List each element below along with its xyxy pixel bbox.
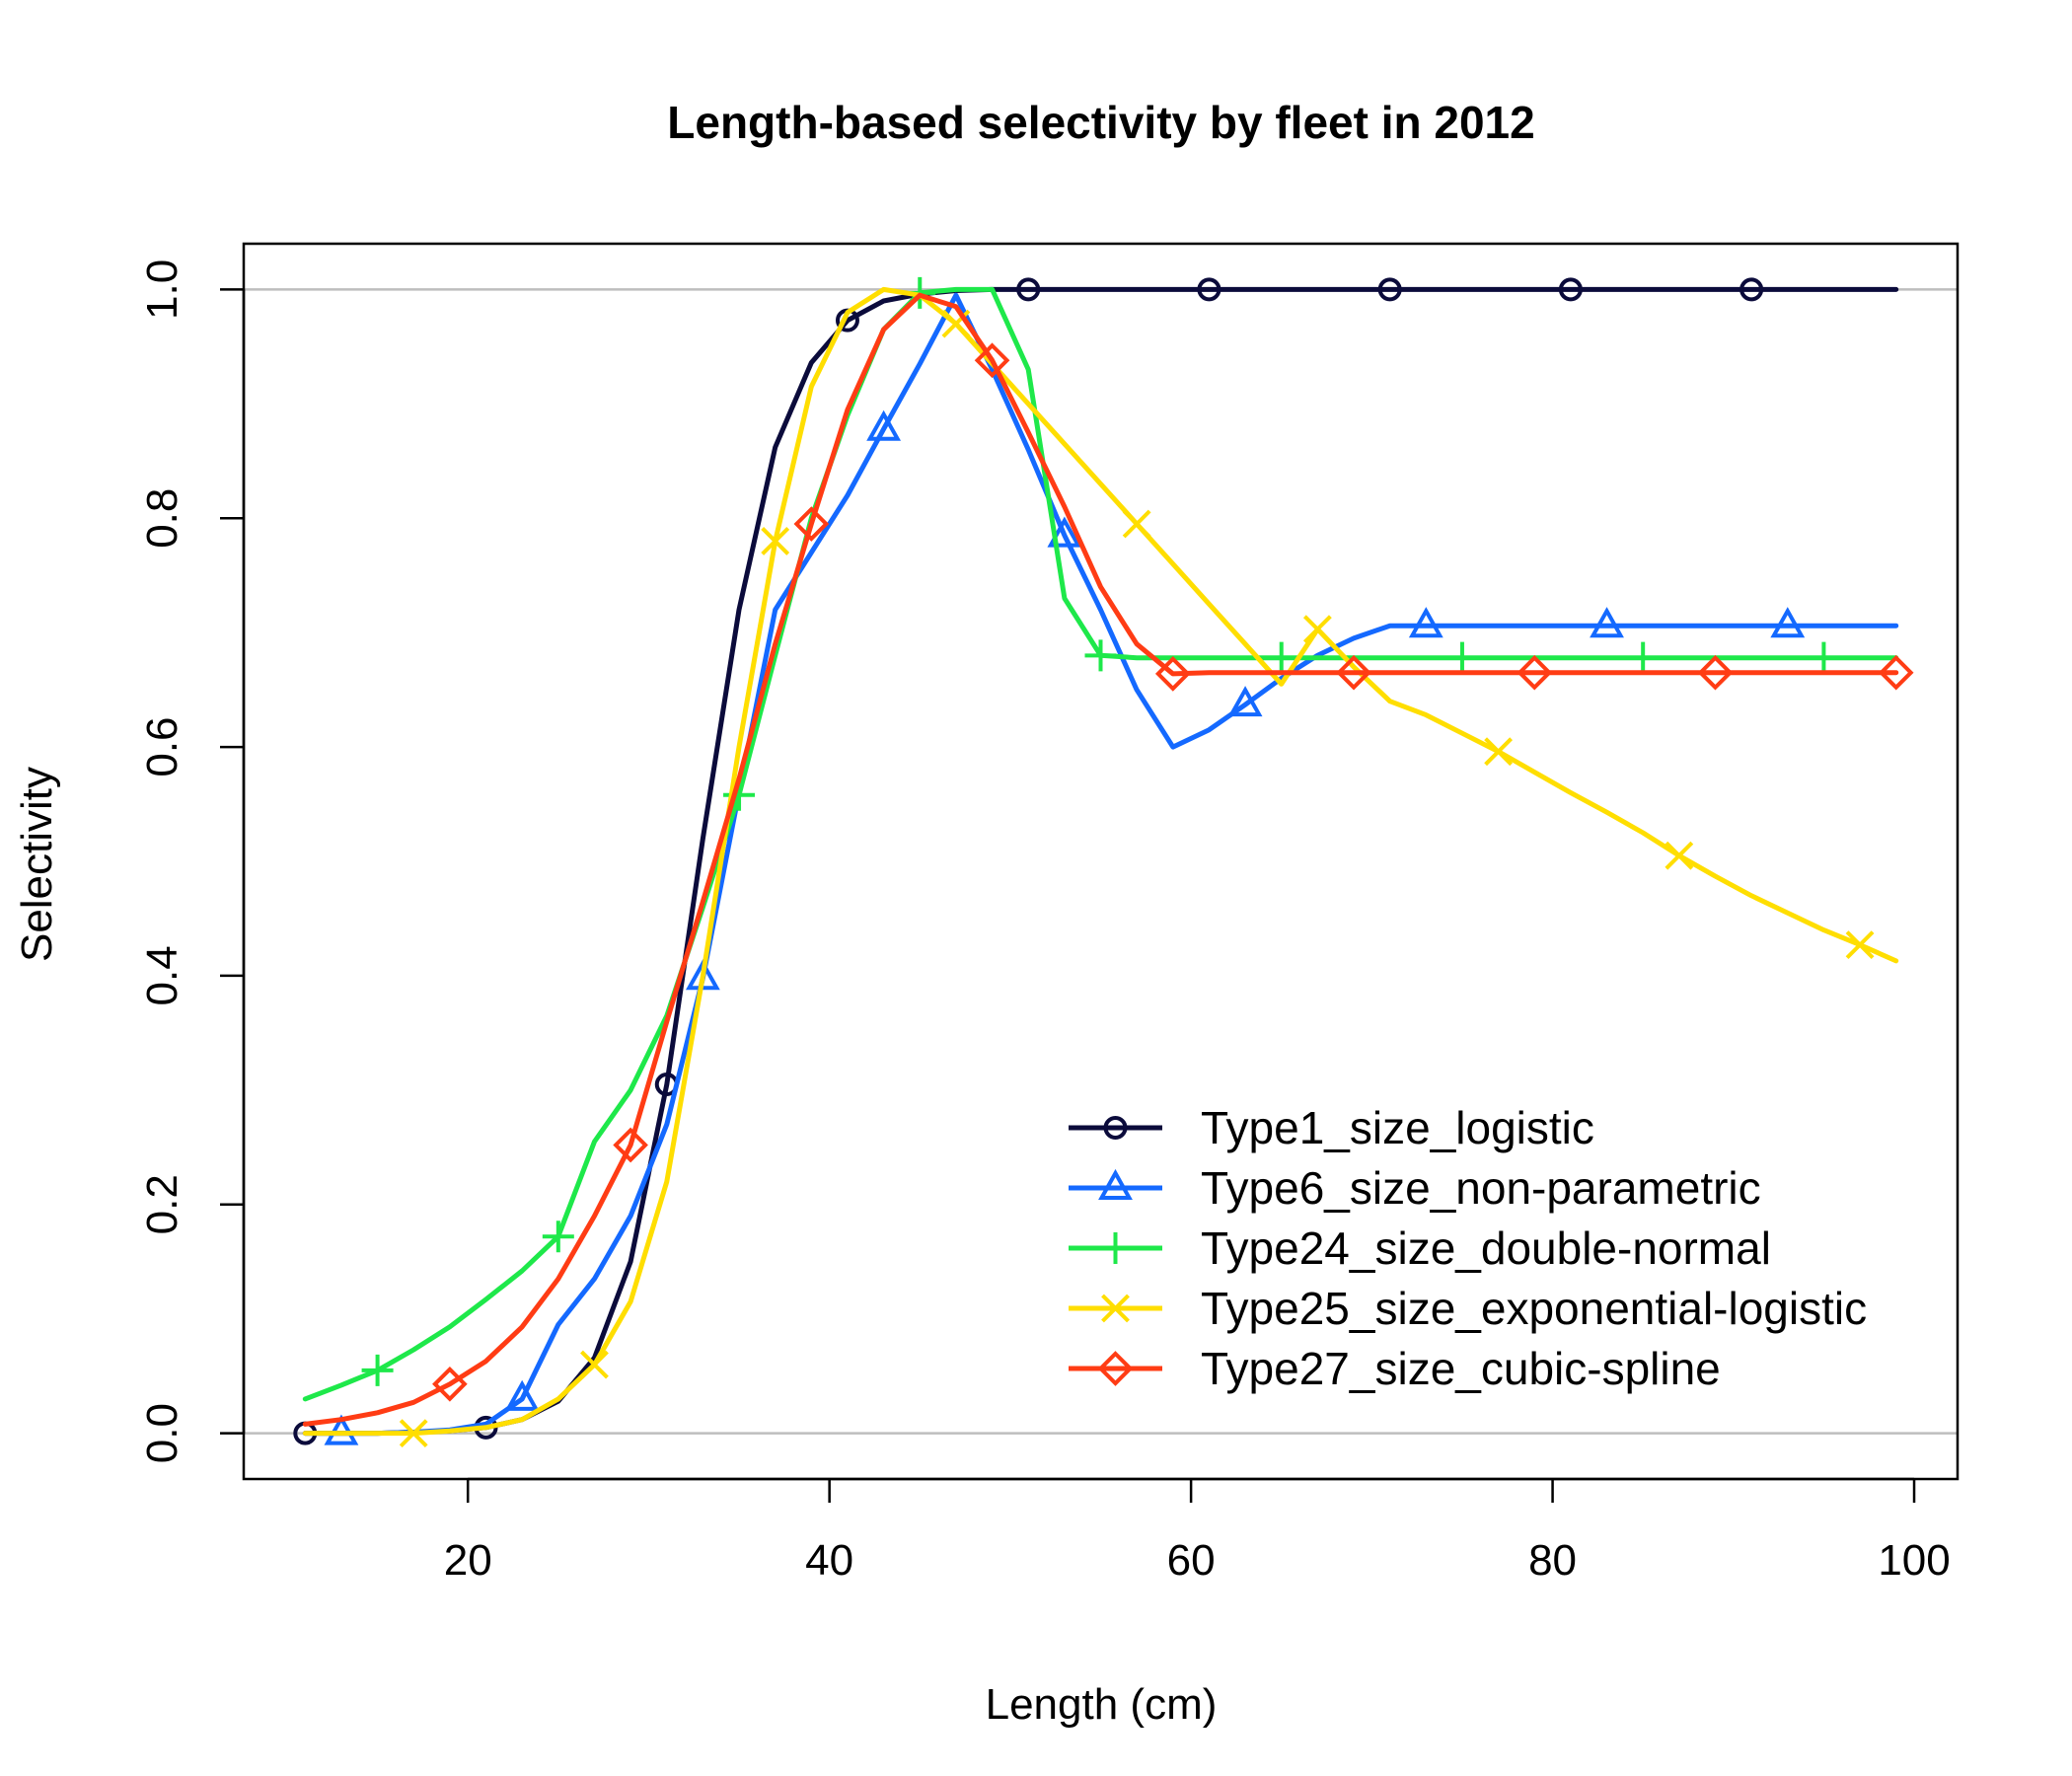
data-point <box>1739 277 1764 302</box>
data-point <box>1016 277 1041 302</box>
data-point <box>504 1379 540 1411</box>
legend-label: Type1_size_logistic <box>1201 1102 1594 1153</box>
data-point <box>1084 639 1117 672</box>
y-tick-label: 0.0 <box>138 1403 186 1463</box>
y-tick-label: 0.2 <box>138 1174 186 1234</box>
data-point <box>1265 641 1297 674</box>
data-point <box>761 526 790 555</box>
data-point <box>1627 641 1660 674</box>
chart-title: Length-based selectivity by fleet in 201… <box>667 97 1534 148</box>
series-line <box>302 286 1899 1437</box>
data-point <box>1047 516 1082 548</box>
legend-marker <box>1098 1168 1133 1200</box>
data-point <box>974 342 1010 379</box>
legend-item: Type25_size_exponential-logistic <box>1069 1283 1867 1334</box>
data-point <box>866 409 902 441</box>
x-tick-label: 40 <box>805 1536 853 1585</box>
x-tick-label: 20 <box>444 1536 492 1585</box>
legend-item: Type6_size_non-parametric <box>1069 1162 1761 1214</box>
legend-label: Type25_size_exponential-logistic <box>1201 1283 1867 1334</box>
series-line <box>302 292 1899 1437</box>
y-axis: 0.0 0.2 0.4 0.6 0.8 1.0 <box>138 259 246 1463</box>
data-point <box>1770 607 1806 638</box>
series-group <box>302 276 1899 1402</box>
data-point <box>1154 656 1191 692</box>
legend-marker <box>1099 1232 1132 1264</box>
legend-item: Type1_size_logistic <box>1069 1102 1594 1153</box>
data-point <box>793 506 830 542</box>
data-point <box>361 1354 394 1386</box>
legend-label: Type27_size_cubic-spline <box>1201 1343 1721 1394</box>
data-point <box>432 1366 468 1402</box>
data-point <box>1590 607 1624 638</box>
legend-label: Type6_size_non-parametric <box>1201 1162 1761 1214</box>
data-point <box>399 1419 428 1448</box>
legend-marker <box>1101 1294 1130 1323</box>
data-point <box>1558 277 1583 302</box>
data-point <box>1197 277 1221 302</box>
y-tick-label: 1.0 <box>138 259 186 320</box>
y-tick-label: 0.8 <box>138 488 186 549</box>
x-axis: 20 40 60 80 100 <box>444 1477 1951 1585</box>
x-axis-label: Length (cm) <box>986 1680 1218 1729</box>
data-point <box>1484 737 1514 767</box>
x-tick-label: 60 <box>1167 1536 1216 1585</box>
data-point <box>580 1350 609 1379</box>
series-line <box>302 292 1899 1427</box>
series-group <box>302 292 1914 1427</box>
data-point <box>1517 654 1553 691</box>
data-point <box>1336 654 1371 691</box>
data-point <box>1408 607 1443 638</box>
data-point <box>613 1127 648 1163</box>
series-layer <box>293 276 1914 1448</box>
data-point <box>1302 615 1332 644</box>
series-group <box>302 292 1899 1445</box>
y-tick-label: 0.4 <box>138 945 186 1005</box>
data-point <box>1665 841 1694 870</box>
data-point <box>1377 277 1402 302</box>
legend-label: Type24_size_double-normal <box>1201 1222 1771 1274</box>
legend-marker <box>1103 1116 1128 1140</box>
legend-marker <box>1097 1351 1134 1386</box>
x-tick-label: 80 <box>1528 1536 1577 1585</box>
legend-item: Type24_size_double-normal <box>1069 1222 1771 1274</box>
data-point <box>1445 641 1478 674</box>
x-tick-label: 100 <box>1878 1536 1950 1585</box>
data-point <box>1878 654 1914 691</box>
data-point <box>1845 930 1875 960</box>
data-point <box>542 1221 574 1253</box>
data-point <box>1122 509 1151 539</box>
y-axis-label: Selectivity <box>13 767 61 962</box>
y-tick-label: 0.6 <box>138 716 186 777</box>
legend-item: Type27_size_cubic-spline <box>1069 1343 1721 1394</box>
data-point <box>1227 686 1263 717</box>
data-point <box>1697 654 1734 691</box>
legend: Type1_size_logistic Type6_size_non-parame… <box>1069 1102 1867 1394</box>
data-point <box>1808 641 1840 674</box>
series-group <box>302 286 1899 1448</box>
